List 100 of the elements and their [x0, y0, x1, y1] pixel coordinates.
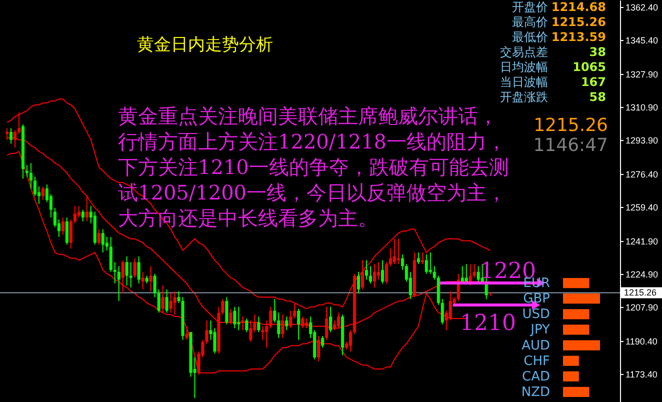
- candlestick: [141, 271, 144, 290]
- text: 最高价: [512, 15, 548, 29]
- candlestick: [277, 312, 280, 338]
- candlestick: [165, 288, 168, 314]
- candlestick: [476, 266, 480, 282]
- candlestick: [321, 335, 324, 348]
- y-tick-label: 1241.90: [626, 236, 658, 247]
- text: 1065: [572, 60, 606, 74]
- candlestick: [73, 205, 76, 224]
- y-tick-label: GBP: [523, 292, 550, 307]
- candlestick: [109, 236, 112, 272]
- text: 1213.59: [551, 30, 606, 44]
- annotation: 下方关注1210一线的争夺，跌破有可能去测: [118, 155, 509, 179]
- candlestick: [69, 218, 72, 250]
- candlestick: [424, 254, 428, 274]
- y-tick-label: 1224.90: [626, 270, 658, 280]
- candlestick: [53, 207, 56, 228]
- candlestick: [101, 228, 104, 253]
- candlestick: [25, 164, 28, 178]
- candlestick: [133, 258, 136, 278]
- text: 38: [589, 45, 606, 59]
- candlestick: [185, 326, 188, 340]
- y-tick-label: 1293.90: [626, 136, 658, 146]
- candlestick: [428, 252, 432, 274]
- y-tick-label: USD: [522, 307, 550, 322]
- candlestick: [400, 254, 404, 270]
- y-tick-label: 1190.40: [626, 336, 658, 347]
- text: 最低价: [512, 30, 548, 44]
- candlestick: [77, 205, 80, 218]
- candlestick: [376, 262, 380, 280]
- text: 1215.26: [551, 15, 606, 29]
- candlestick: [9, 128, 12, 144]
- text: 开盘价: [512, 0, 548, 14]
- text: 当日波幅: [500, 75, 548, 89]
- candlestick: [65, 217, 68, 246]
- candlestick: [432, 266, 436, 280]
- candlestick: [329, 306, 332, 333]
- candlestick: [81, 209, 84, 222]
- y-tick-label: 1207.90: [626, 302, 658, 313]
- candlestick: [317, 335, 320, 362]
- y-tick-label: 1259.40: [626, 202, 658, 213]
- candlestick: [213, 328, 216, 354]
- candlestick: [153, 273, 156, 298]
- text: 1146:47: [533, 135, 608, 156]
- y-tick-label: CHF: [524, 354, 550, 369]
- candlestick: [448, 290, 452, 321]
- candlestick: [17, 112, 20, 134]
- annotation: 行情方面上方关注1220/1218一线的阻力，: [118, 130, 507, 154]
- candlestick: [297, 308, 300, 340]
- text: 交易点差: [500, 45, 548, 59]
- candlestick: [388, 248, 392, 267]
- text: 1215.26: [534, 115, 608, 136]
- candlestick: [369, 266, 372, 284]
- candlestick: [41, 186, 44, 201]
- candlestick: [361, 260, 364, 290]
- candlestick: [245, 318, 248, 333]
- candlestick: [229, 308, 232, 325]
- y-tick-label: JPY: [530, 322, 550, 338]
- text: 167: [580, 75, 606, 89]
- candlestick: [392, 238, 396, 265]
- ref-line-label: 1215.26: [624, 288, 657, 298]
- candlestick: [372, 264, 376, 288]
- candlestick: [285, 316, 288, 331]
- candlestick: [257, 316, 260, 333]
- candlestick: [384, 262, 388, 284]
- candlestick: [157, 288, 160, 314]
- candlestick: [440, 298, 444, 325]
- candlestick: [169, 292, 172, 314]
- candlestick: [161, 284, 164, 314]
- candlestick: [468, 264, 472, 286]
- candlestick: [365, 260, 368, 280]
- candlestick: [117, 266, 120, 302]
- text: 日均波幅: [500, 60, 548, 74]
- candlestick: [221, 298, 224, 316]
- y-tick-label: CAD: [522, 369, 550, 384]
- y-tick-label: 1345.40: [626, 36, 658, 46]
- candlestick: [205, 320, 208, 344]
- candlestick: [173, 290, 176, 316]
- candlestick: [121, 260, 124, 294]
- candlestick: [420, 252, 424, 265]
- candlestick: [472, 264, 476, 278]
- y-tick-label: 1173.40: [626, 370, 658, 380]
- text: 开盘涨跌: [500, 90, 548, 104]
- annotation: 黄金重点关注晚间美联储主席鲍威尔讲话，: [118, 104, 498, 128]
- text: 58: [589, 90, 606, 104]
- y-tick-label: 1276.40: [626, 170, 658, 180]
- candlestick: [97, 228, 100, 246]
- candlestick: [225, 296, 228, 325]
- y-tick-label: 1362.40: [626, 2, 658, 12]
- y-tick-label: NZD: [521, 384, 550, 400]
- text: 黄金日内走势分析: [137, 35, 273, 55]
- candlestick: [380, 260, 384, 284]
- candlestick: [177, 290, 180, 304]
- candlestick: [61, 217, 64, 236]
- candlestick: [85, 196, 88, 222]
- candlestick: [149, 266, 152, 292]
- candlestick: [137, 256, 140, 284]
- y-tick-label: AUD: [522, 338, 550, 354]
- annotation: 试1205/1200一线，今日以反弹做空为主，: [118, 180, 507, 204]
- y-tick-label: 1327.90: [626, 69, 658, 80]
